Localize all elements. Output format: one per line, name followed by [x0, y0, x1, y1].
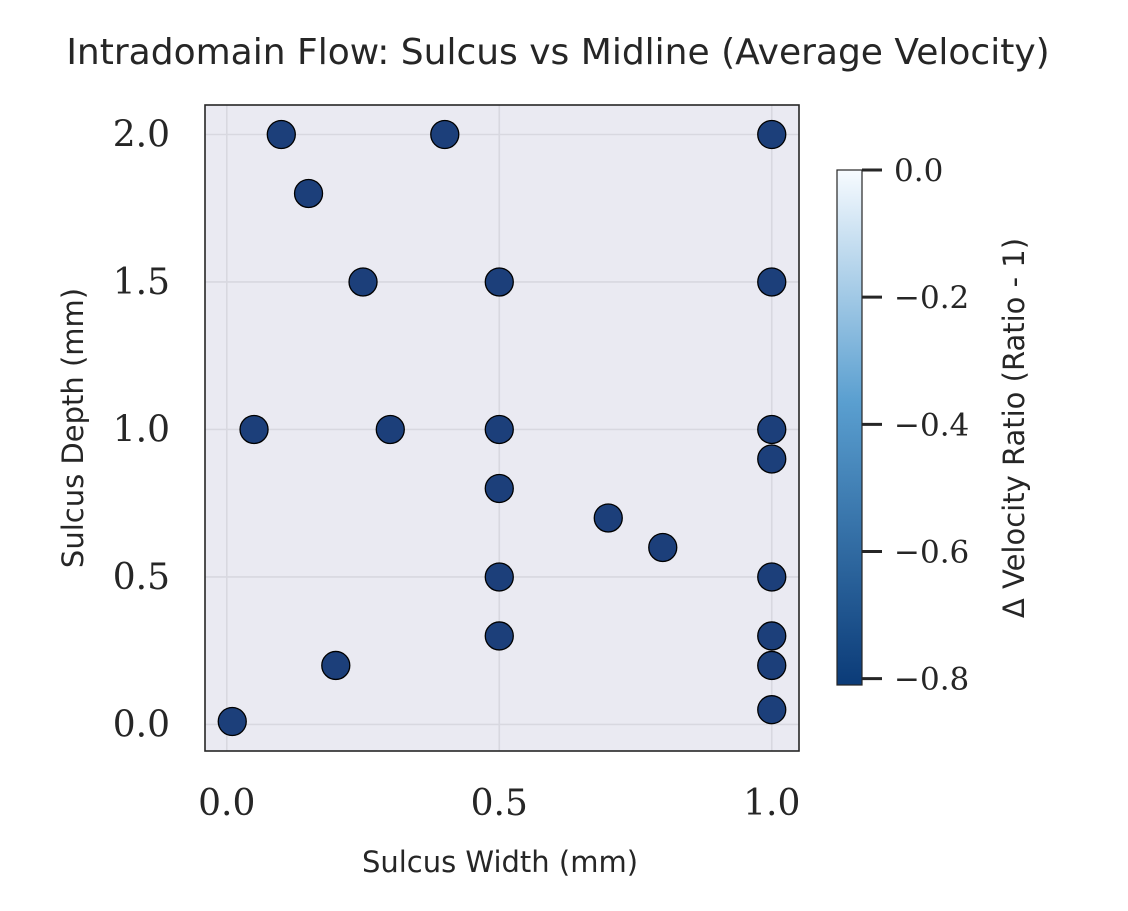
y-tick-label-4: 2.0 [113, 114, 170, 155]
data-point-16 [757, 562, 787, 592]
data-point-17 [484, 621, 514, 651]
plot-frame [204, 104, 800, 752]
data-point-3 [293, 178, 324, 209]
data-point-9 [484, 414, 514, 445]
y-tick-label-2: 1.0 [113, 409, 170, 450]
data-point-20 [757, 650, 787, 681]
colorbar-ticks: 0.0 −0.2 −0.4 −0.6 −0.8 [862, 153, 969, 698]
data-point-22 [217, 706, 247, 737]
chart-title: Intradomain Flow: Sulcus vs Midline (Ave… [66, 32, 1049, 73]
data-point-5 [484, 267, 514, 297]
colorbar-tick-label-0: 0.0 [894, 153, 943, 189]
data-point-0 [266, 119, 296, 150]
data-point-12 [484, 473, 514, 504]
y-axis-ticks: 0.0 0.5 1.0 1.5 2.0 [113, 114, 170, 745]
data-point-15 [484, 562, 514, 592]
y-tick-label-0: 0.0 [113, 704, 170, 745]
y-axis-label: Sulcus Depth (mm) [56, 288, 90, 568]
data-point-7 [239, 414, 269, 445]
data-point-11 [757, 444, 787, 474]
colorbar-tick-label-4: −0.8 [894, 662, 969, 698]
data-point-1 [430, 119, 460, 150]
x-axis-ticks: 0.0 0.5 1.0 [198, 783, 800, 824]
y-tick-label-1: 0.5 [113, 557, 170, 598]
data-point-21 [757, 695, 787, 725]
x-tick-label-1: 0.5 [471, 783, 528, 824]
colorbar-tick-label-1: −0.2 [894, 280, 969, 316]
data-point-4 [348, 267, 378, 297]
data-point-13 [593, 503, 623, 533]
colorbar-tick-label-3: −0.6 [894, 534, 969, 570]
y-tick-label-3: 1.5 [113, 262, 170, 303]
data-point-19 [321, 650, 351, 681]
x-axis-label: Sulcus Width (mm) [362, 845, 638, 879]
data-point-6 [757, 267, 787, 297]
colorbar-label: Δ Velocity Ratio (Ratio - 1) [997, 238, 1031, 618]
x-tick-label-0: 0.0 [198, 783, 255, 824]
data-point-8 [375, 414, 405, 445]
data-point-2 [757, 119, 787, 150]
x-tick-label-2: 1.0 [743, 783, 800, 824]
colorbar [836, 169, 863, 686]
colorbar-tick-label-2: −0.4 [894, 407, 969, 443]
data-point-18 [757, 621, 787, 651]
data-points [217, 119, 787, 737]
data-point-14 [648, 532, 678, 563]
data-point-10 [757, 414, 787, 445]
